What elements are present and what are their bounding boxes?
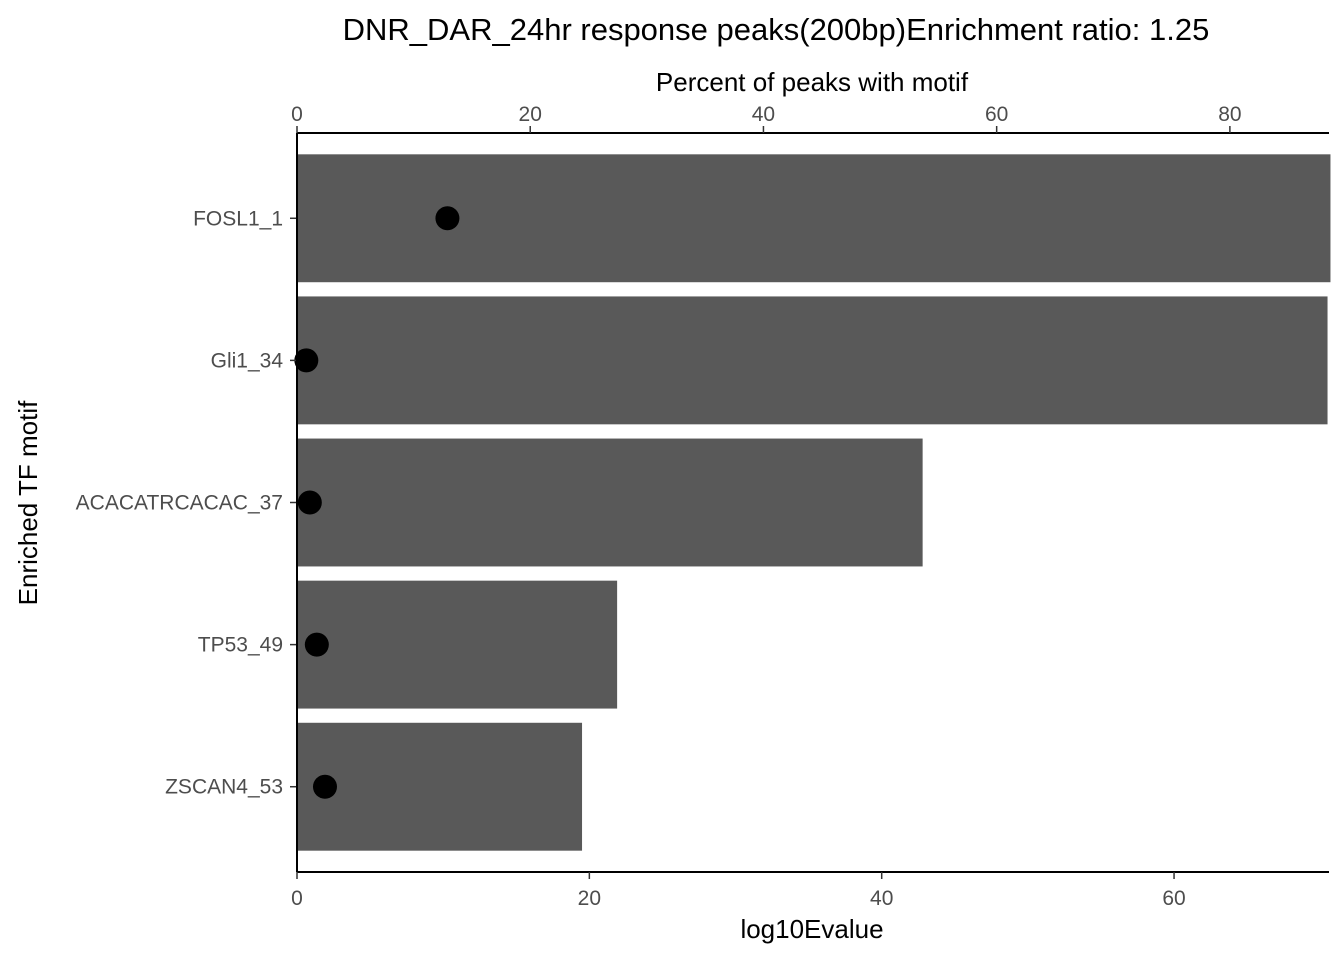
y-axis-title: Enriched TF motif [13, 400, 43, 605]
category-label-5: ZSCAN4_53 [165, 776, 283, 799]
point-5 [312, 774, 337, 799]
top-tick-label-1: 0 [291, 103, 303, 126]
bottom-tick-label-4: 60 [1162, 887, 1185, 910]
category-label-1: FOSL1_1 [193, 207, 283, 230]
top-axis-title: Percent of peaks with motif [656, 67, 969, 97]
top-tick-label-4: 60 [985, 103, 1008, 126]
category-label-3: ACACATRCACAC_37 [76, 492, 283, 515]
point-1 [435, 206, 460, 231]
point-3 [297, 490, 322, 515]
category-label-2: Gli1_34 [211, 349, 284, 372]
bar-3 [297, 438, 923, 567]
category-label-4: TP53_49 [198, 634, 283, 657]
points-layer [294, 206, 460, 799]
bottom-tick-label-3: 40 [870, 887, 893, 910]
bottom-tick-label-2: 20 [578, 887, 601, 910]
bottom-axis-title: log10Evalue [740, 914, 883, 944]
top-tick-label-3: 40 [752, 103, 775, 126]
bar-5 [297, 722, 583, 851]
bar-2 [297, 296, 1328, 425]
bar-4 [297, 580, 618, 709]
point-2 [294, 348, 319, 373]
axes-layer: FOSL1_1 Gli1_34 ACACATRCACAC_37 TP53_49 ZSCA… [76, 103, 1329, 910]
point-4 [304, 632, 329, 657]
top-tick-label-2: 20 [519, 103, 542, 126]
top-tick-label-5: 80 [1218, 103, 1241, 126]
bars-layer [297, 154, 1331, 851]
chart-title: DNR_DAR_24hr response peaks(200bp)Enrich… [343, 12, 1210, 47]
bar-1 [297, 154, 1331, 283]
bottom-tick-label-1: 0 [291, 887, 303, 910]
